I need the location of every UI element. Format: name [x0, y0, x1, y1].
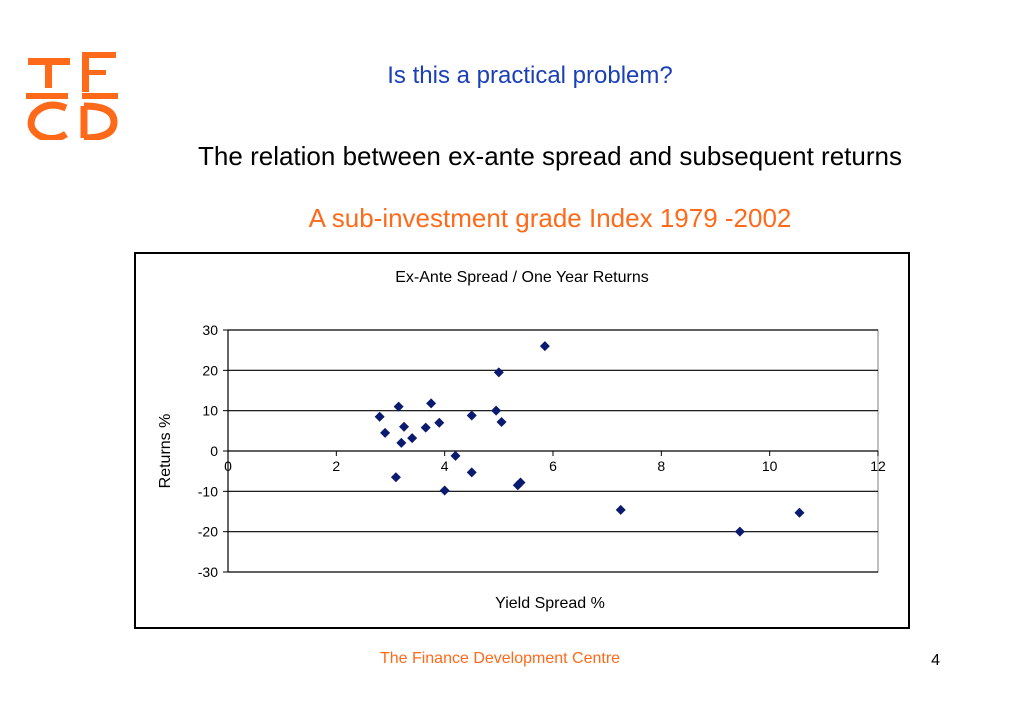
y-tick-label: 20 — [202, 362, 218, 378]
slide-subtitle-index: A sub-investment grade Index 1979 -2002 — [308, 203, 792, 233]
slide-title: Is this a practical problem? — [387, 62, 673, 89]
x-tick-label: 4 — [441, 458, 449, 474]
data-point — [420, 422, 431, 433]
slide-subtitle: The relation between ex-ante spread and … — [198, 141, 902, 171]
data-point — [396, 437, 407, 448]
x-tick-label: 10 — [762, 458, 778, 474]
data-point — [426, 398, 437, 409]
x-tick-label: 2 — [332, 458, 340, 474]
data-point — [434, 417, 445, 428]
x-tick-label: 8 — [657, 458, 665, 474]
x-tick-label: 6 — [549, 458, 557, 474]
y-tick-label: -30 — [198, 564, 218, 580]
data-point — [466, 467, 477, 478]
y-tick-label: -10 — [198, 483, 218, 499]
y-tick-label: -20 — [198, 524, 218, 540]
footer-text: The Finance Development Centre — [379, 650, 621, 667]
scatter-chart: 30 20 10 0 -10 -20 -30 0 2 4 6 8 10 12 Ex-Ante Spread … — [157, 269, 886, 612]
data-point — [491, 405, 502, 416]
data-point — [496, 416, 507, 427]
chart-title: Ex-Ante Spread / One Year Returns — [395, 269, 648, 286]
data-point — [493, 367, 504, 378]
y-tick-label: 30 — [202, 322, 218, 338]
data-point — [380, 427, 391, 438]
x-axis-label: Yield Spread % — [495, 595, 605, 612]
data-point — [407, 433, 418, 444]
page-number: 4 — [931, 652, 940, 669]
y-tick-label: 10 — [202, 403, 218, 419]
y-tick-label: 0 — [210, 443, 218, 459]
data-point — [390, 472, 401, 483]
logo — [26, 52, 118, 140]
data-point — [450, 450, 461, 461]
x-tick-label: 0 — [224, 458, 232, 474]
chart-frame: 30 20 10 0 -10 -20 -30 0 2 4 6 8 10 12 Ex-Ante Spread … — [134, 252, 910, 629]
data-point — [374, 411, 385, 422]
x-tick-label: 12 — [870, 458, 886, 474]
data-point — [734, 526, 745, 537]
data-point — [393, 401, 404, 412]
data-point — [615, 504, 626, 515]
data-point — [539, 341, 550, 352]
data-point — [399, 421, 410, 432]
y-axis-label: Returns % — [157, 414, 174, 489]
data-point — [794, 507, 805, 518]
data-point — [515, 477, 526, 488]
data-point — [439, 485, 450, 496]
data-point — [466, 410, 477, 421]
